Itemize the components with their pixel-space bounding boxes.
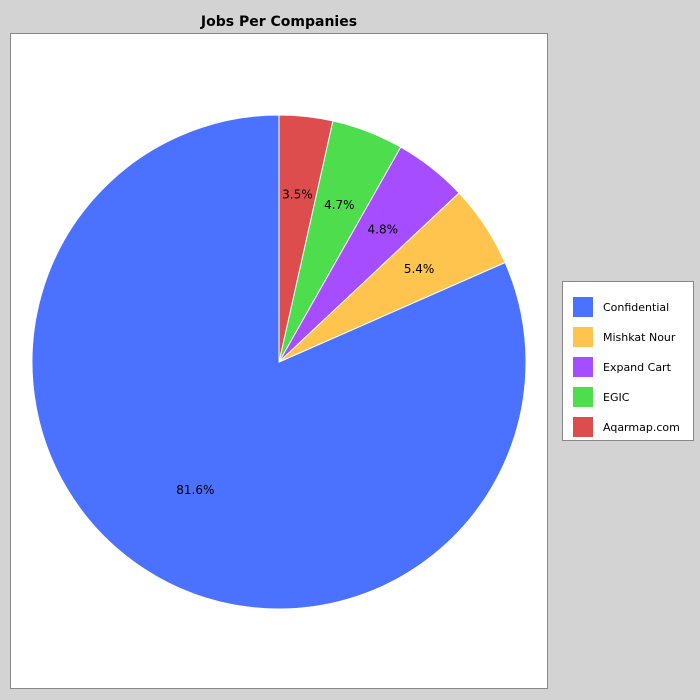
legend-swatch: [573, 357, 593, 377]
legend-item: Aqarmap.com: [563, 412, 693, 442]
slice-label-mishkat-nour: 5.4%: [404, 262, 435, 276]
plot-area: 81.6% 5.4% 4.8% 4.7% 3.5%: [10, 33, 548, 689]
slice-label-expand-cart: 4.8%: [368, 222, 399, 236]
legend-swatch: [573, 297, 593, 317]
legend: Confidential Mishkat Nour Expand Cart EGIC A…: [562, 281, 694, 441]
legend-item: EGIC: [563, 382, 693, 412]
pie-chart: 81.6% 5.4% 4.8% 4.7% 3.5%: [31, 114, 527, 610]
legend-item: Confidential: [563, 292, 693, 322]
legend-swatch: [573, 417, 593, 437]
slice-label-egic: 4.7%: [324, 198, 355, 212]
pie-slice-aqarmap-com: [278, 114, 334, 363]
legend-label: Confidential: [603, 300, 670, 314]
legend-item: Expand Cart: [563, 352, 693, 382]
legend-label: EGIC: [603, 390, 630, 404]
legend-item: Mishkat Nour: [563, 322, 693, 352]
legend-label: Mishkat Nour: [603, 330, 676, 344]
legend-label: Expand Cart: [603, 360, 671, 374]
slice-label-confidential: 81.6%: [176, 483, 214, 497]
slice-label-aqarmap-com: 3.5%: [282, 188, 313, 202]
legend-label: Aqarmap.com: [603, 420, 680, 434]
legend-swatch: [573, 387, 593, 407]
chart-title: Jobs Per Companies: [200, 14, 358, 30]
pie-slice-confidential: [31, 114, 527, 610]
legend-swatch: [573, 327, 593, 347]
